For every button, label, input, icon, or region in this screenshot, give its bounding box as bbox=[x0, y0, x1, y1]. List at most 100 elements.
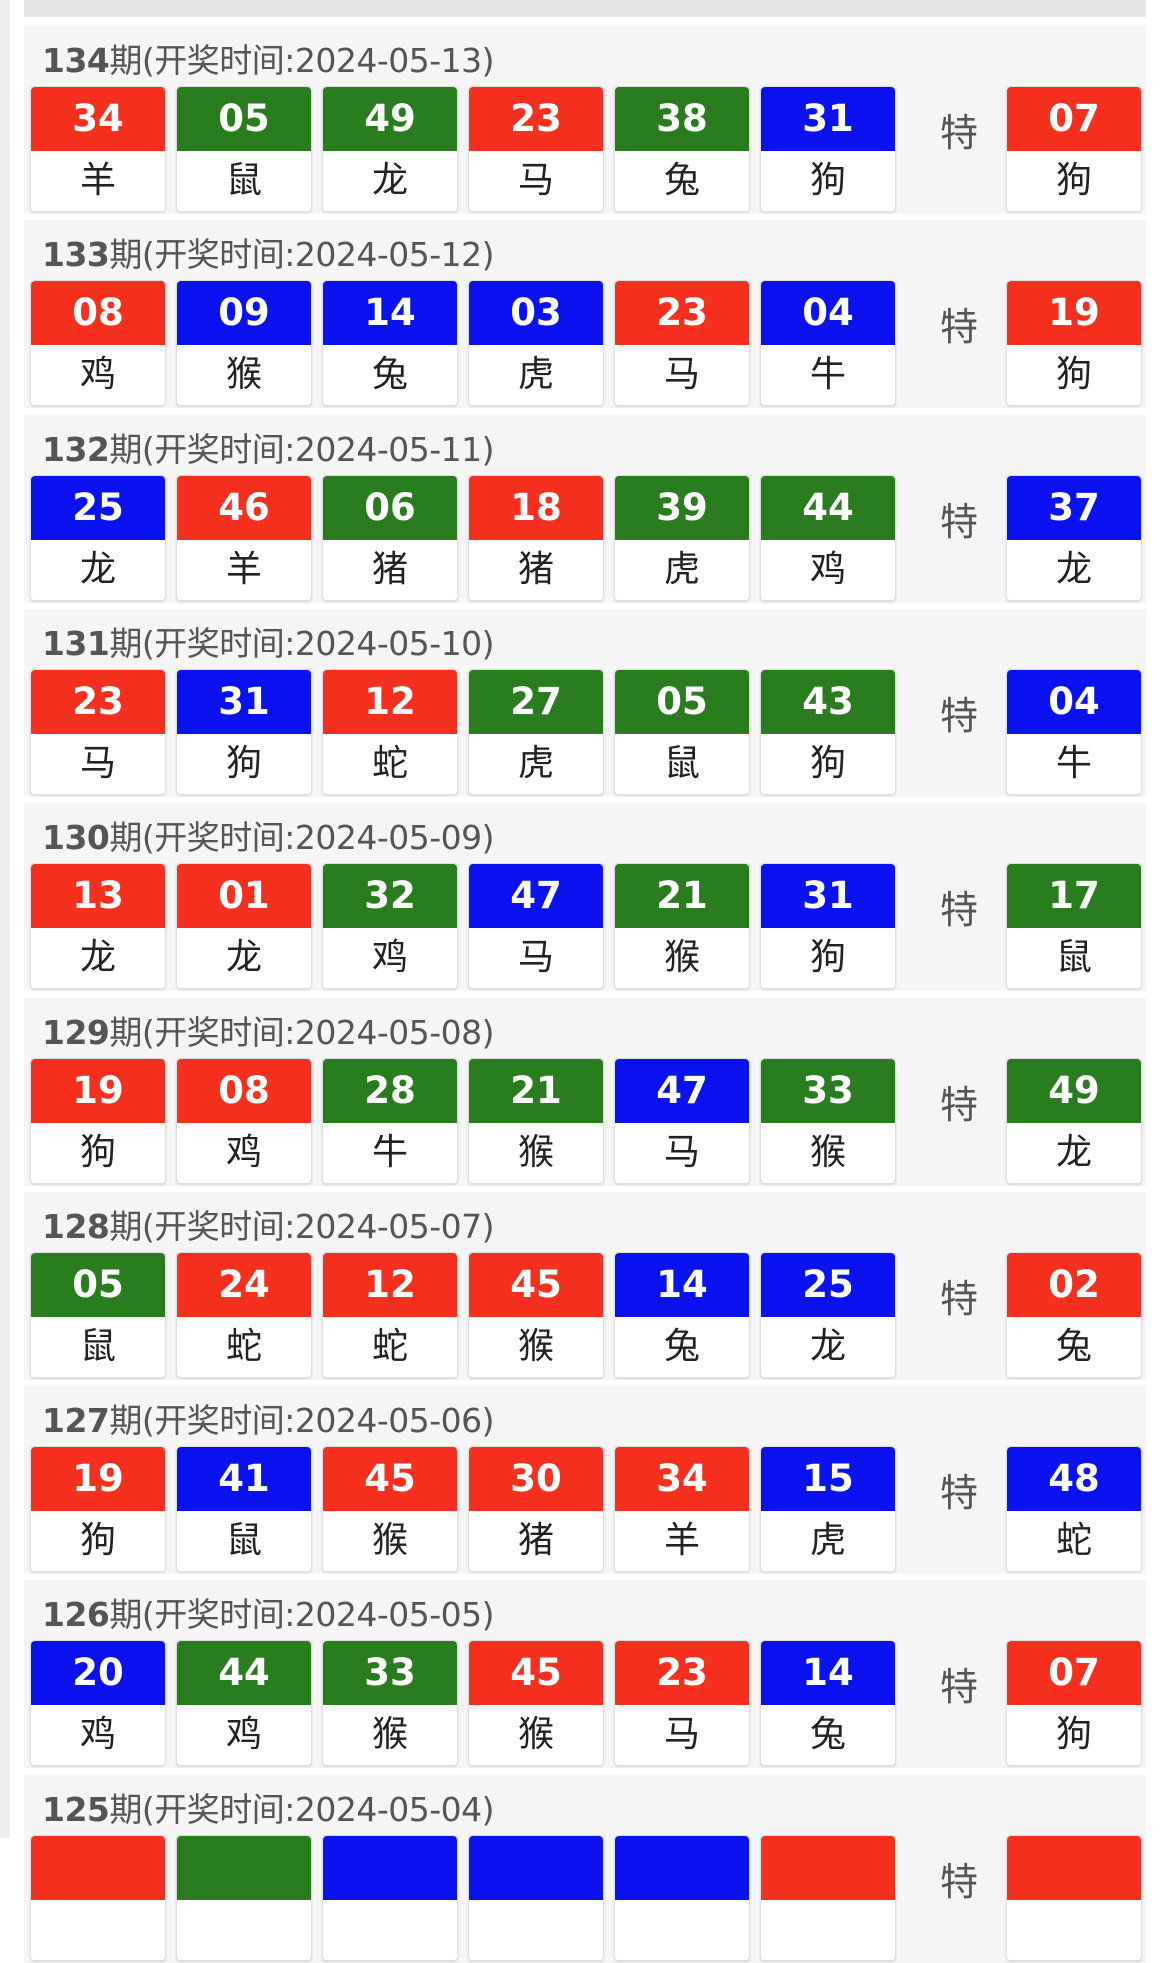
ball-number: 04 bbox=[1007, 669, 1141, 734]
zodiac-label: 猴 bbox=[517, 1714, 554, 1756]
number-ball: 15 虎 bbox=[760, 1446, 896, 1573]
zodiac-label: 蛇 bbox=[225, 1325, 262, 1367]
header-prefix: 期(开奖时间: bbox=[109, 1595, 295, 1635]
number-ball: 06 猪 bbox=[322, 474, 458, 601]
ball-number: 24 bbox=[177, 1252, 311, 1317]
zodiac-label: 猴 bbox=[517, 1131, 554, 1173]
header-prefix: 期(开奖时间: bbox=[109, 818, 295, 858]
number-ball: 08 鸡 bbox=[30, 280, 166, 407]
zodiac-label: 猴 bbox=[663, 937, 700, 979]
ball-number: 01 bbox=[177, 864, 311, 929]
special-ball: 02 兔 bbox=[1006, 1251, 1142, 1378]
zodiac-label bbox=[615, 1900, 749, 1960]
zodiac-label: 马 bbox=[517, 160, 554, 201]
ball-number: 38 bbox=[615, 87, 749, 151]
ball-number: 17 bbox=[1007, 864, 1141, 929]
top-bar bbox=[24, 0, 1146, 17]
ball-number: 31 bbox=[761, 87, 895, 151]
ball-number: 19 bbox=[31, 1058, 165, 1123]
draw-date: 2024-05-07 bbox=[294, 1206, 482, 1246]
zodiac-label bbox=[177, 1900, 311, 1960]
ball-number: 14 bbox=[761, 1641, 895, 1706]
ball-number: 31 bbox=[761, 864, 895, 929]
zodiac-label: 狗 bbox=[79, 1131, 116, 1173]
header-prefix: 期(开奖时间: bbox=[109, 429, 295, 469]
header-prefix: 期(开奖时间: bbox=[109, 1401, 295, 1441]
ball-number: 47 bbox=[615, 1058, 749, 1123]
ball-number: 28 bbox=[323, 1058, 457, 1123]
number-ball: 14 兔 bbox=[614, 1251, 750, 1378]
ball-number: 45 bbox=[469, 1641, 603, 1706]
ball-number bbox=[31, 1835, 165, 1900]
ball-number: 44 bbox=[177, 1641, 311, 1706]
number-ball: 24 蛇 bbox=[176, 1251, 312, 1378]
ball-number: 03 bbox=[469, 281, 603, 346]
zodiac-label: 兔 bbox=[1055, 1325, 1092, 1367]
zodiac-label bbox=[761, 1900, 895, 1960]
zodiac-label: 鸡 bbox=[225, 1714, 262, 1756]
draw-header: 133期(开奖时间:2024-05-12) bbox=[42, 228, 495, 276]
zodiac-label: 鼠 bbox=[1055, 937, 1092, 979]
number-ball: 23 马 bbox=[30, 668, 166, 795]
ball-number: 14 bbox=[323, 281, 457, 346]
number-ball bbox=[614, 1834, 750, 1961]
draw-date: 2024-05-09 bbox=[294, 818, 482, 858]
zodiac-label: 鼠 bbox=[79, 1325, 116, 1367]
zodiac-label: 鼠 bbox=[225, 1520, 262, 1562]
number-ball: 04 牛 bbox=[760, 280, 896, 407]
ball-number: 30 bbox=[469, 1447, 603, 1512]
zodiac-label bbox=[1007, 1900, 1141, 1960]
special-label: 特 bbox=[939, 1471, 978, 1516]
draw-block: 132期(开奖时间:2024-05-11) 25 龙 46 羊 06 猪 18 猪 39 虎 44 鸡特… bbox=[24, 414, 1146, 603]
number-ball: 19 狗 bbox=[30, 1446, 166, 1573]
special-ball: 17 鼠 bbox=[1006, 863, 1142, 990]
special-label: 特 bbox=[939, 305, 978, 350]
draw-date: 2024-05-13 bbox=[294, 41, 482, 80]
zodiac-label: 蛇 bbox=[1055, 1520, 1092, 1562]
number-ball: 49 龙 bbox=[322, 86, 458, 212]
number-ball bbox=[322, 1834, 458, 1961]
number-ball: 33 猴 bbox=[760, 1057, 896, 1184]
number-ball: 25 龙 bbox=[30, 474, 166, 601]
zodiac-label: 蛇 bbox=[371, 1325, 408, 1367]
ball-number: 04 bbox=[761, 281, 895, 346]
draw-header: 129期(开奖时间:2024-05-08) bbox=[42, 1006, 495, 1054]
period-number: 130 bbox=[42, 818, 110, 858]
zodiac-label: 牛 bbox=[1055, 742, 1092, 784]
zodiac-label: 虎 bbox=[663, 548, 700, 590]
page-edge bbox=[0, 0, 10, 1838]
draw-header: 128期(开奖时间:2024-05-07) bbox=[42, 1200, 495, 1248]
number-ball: 05 鼠 bbox=[614, 668, 750, 795]
ball-number: 25 bbox=[31, 475, 165, 540]
zodiac-label: 鸡 bbox=[79, 1714, 116, 1756]
special-label: 特 bbox=[939, 499, 978, 544]
number-ball: 33 猴 bbox=[322, 1640, 458, 1767]
zodiac-label: 鸡 bbox=[809, 548, 846, 590]
number-ball: 09 猴 bbox=[176, 280, 312, 407]
draw-date: 2024-05-11 bbox=[294, 429, 482, 469]
zodiac-label: 马 bbox=[663, 354, 700, 396]
draw-date: 2024-05-06 bbox=[294, 1401, 482, 1441]
ball-number: 47 bbox=[469, 864, 603, 929]
zodiac-label: 猴 bbox=[371, 1714, 408, 1756]
ball-number: 07 bbox=[1007, 87, 1141, 151]
ball-number: 06 bbox=[323, 475, 457, 540]
special-label: 特 bbox=[939, 111, 978, 155]
draw-date: 2024-05-10 bbox=[294, 623, 482, 663]
zodiac-label: 猴 bbox=[517, 1325, 554, 1367]
special-ball: 07 狗 bbox=[1006, 1640, 1142, 1767]
draw-header: 127期(开奖时间:2024-05-06) bbox=[42, 1394, 495, 1442]
draw-date: 2024-05-08 bbox=[294, 1012, 482, 1052]
zodiac-label: 羊 bbox=[79, 160, 116, 201]
number-ball: 12 蛇 bbox=[322, 668, 458, 795]
zodiac-label: 猴 bbox=[371, 1520, 408, 1562]
number-ball: 31 狗 bbox=[176, 668, 312, 795]
ball-number bbox=[323, 1835, 457, 1900]
header-prefix: 期(开奖时间: bbox=[109, 623, 295, 663]
special-label: 特 bbox=[939, 1276, 978, 1321]
ball-number: 21 bbox=[469, 1058, 603, 1123]
ball-number: 09 bbox=[177, 281, 311, 346]
zodiac-label: 龙 bbox=[809, 1325, 846, 1367]
ball-number: 12 bbox=[323, 669, 457, 734]
zodiac-label: 龙 bbox=[79, 937, 116, 979]
